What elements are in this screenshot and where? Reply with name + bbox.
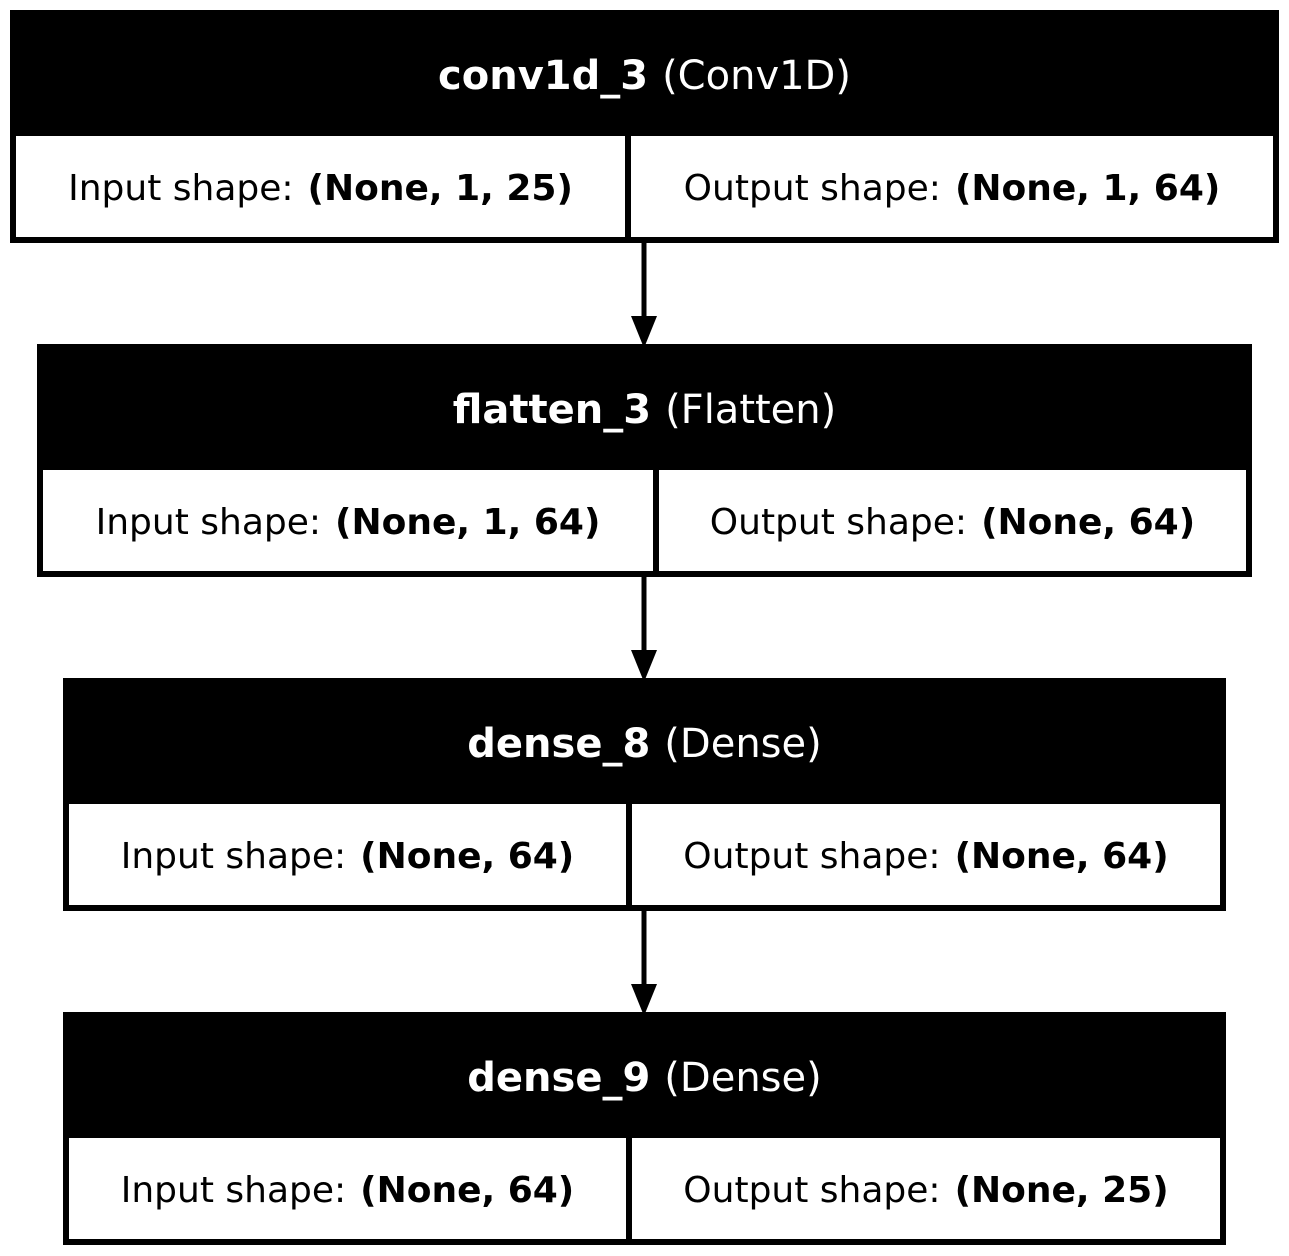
layer-shapes: Input shape: (None, 1, 25) Output shape:… [16, 136, 1273, 240]
output-shape-value: (None, 25) [954, 1169, 1169, 1211]
output-shape-label: Output shape: [709, 501, 968, 543]
layer-name: conv1d_3 [438, 53, 649, 99]
arrow-conv1d-to-flatten [631, 243, 657, 348]
layer-name: flatten_3 [452, 387, 652, 433]
layer-shapes: Input shape: (None, 64) Output shape: (N… [69, 804, 1220, 908]
layer-header: conv1d_3 (Conv1D) [16, 16, 1273, 136]
output-shape-label: Output shape: [683, 835, 941, 877]
layer-type: (Conv1D) [662, 53, 851, 99]
input-shape-label: Input shape: [95, 501, 322, 543]
output-shape-cell: Output shape: (None, 64) [659, 470, 1246, 574]
input-shape-label: Input shape: [120, 1169, 347, 1211]
layer-header: dense_9 (Dense) [69, 1018, 1220, 1138]
input-shape-cell: Input shape: (None, 1, 25) [16, 136, 631, 240]
output-shape-label: Output shape: [683, 1169, 941, 1211]
layer-name: dense_8 [467, 721, 651, 767]
output-shape-cell: Output shape: (None, 1, 64) [631, 136, 1273, 240]
output-shape-label: Output shape: [683, 167, 941, 209]
input-shape-cell: Input shape: (None, 64) [69, 804, 632, 908]
input-shape-value: (None, 1, 25) [307, 167, 573, 209]
input-shape-value: (None, 64) [360, 1169, 575, 1211]
input-shape-value: (None, 64) [360, 835, 575, 877]
layer-name: dense_9 [467, 1055, 651, 1101]
input-shape-value: (None, 1, 64) [335, 501, 601, 543]
input-shape-label: Input shape: [68, 167, 294, 209]
output-shape-cell: Output shape: (None, 25) [632, 1138, 1220, 1242]
layer-node-dense-8: dense_8 (Dense) Input shape: (None, 64) … [63, 678, 1226, 911]
output-shape-value: (None, 64) [981, 501, 1196, 543]
output-shape-cell: Output shape: (None, 64) [632, 804, 1220, 908]
arrow-flatten-to-dense-8 [631, 577, 657, 682]
layer-node-dense-9: dense_9 (Dense) Input shape: (None, 64) … [63, 1012, 1226, 1245]
layer-shapes: Input shape: (None, 1, 64) Output shape:… [43, 470, 1246, 574]
arrow-dense-8-to-dense-9 [631, 911, 657, 1016]
layer-header: flatten_3 (Flatten) [43, 350, 1246, 470]
layer-shapes: Input shape: (None, 64) Output shape: (N… [69, 1138, 1220, 1242]
layer-node-flatten: flatten_3 (Flatten) Input shape: (None, … [37, 344, 1252, 577]
input-shape-cell: Input shape: (None, 64) [69, 1138, 632, 1242]
layer-node-conv1d: conv1d_3 (Conv1D) Input shape: (None, 1,… [10, 10, 1279, 243]
layer-type: (Flatten) [665, 387, 837, 433]
input-shape-label: Input shape: [120, 835, 347, 877]
layer-type: (Dense) [664, 721, 822, 767]
input-shape-cell: Input shape: (None, 1, 64) [43, 470, 659, 574]
output-shape-value: (None, 1, 64) [954, 167, 1221, 209]
layer-type: (Dense) [664, 1055, 822, 1101]
output-shape-value: (None, 64) [954, 835, 1169, 877]
layer-header: dense_8 (Dense) [69, 684, 1220, 804]
